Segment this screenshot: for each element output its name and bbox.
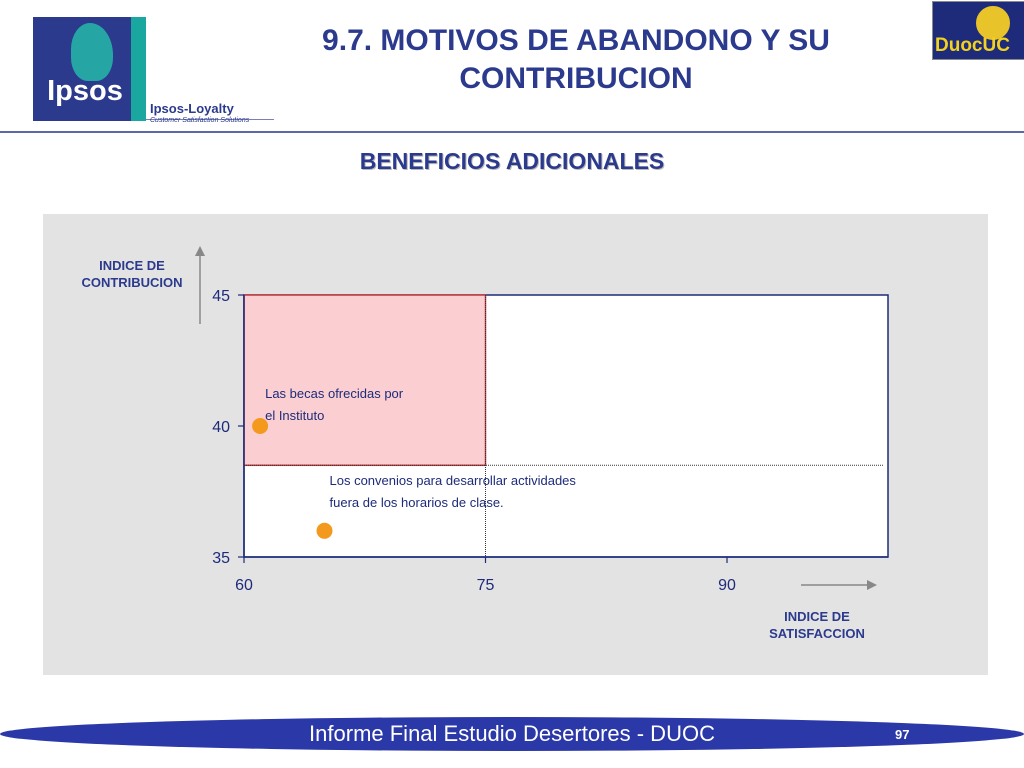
chart-subtitle: BENEFICIOS ADICIONALES [359,148,665,174]
footer-text: Informe Final Estudio Desertores - DUOC [309,721,715,746]
footer-band [0,717,1024,751]
scatter-chart: 35 40 45 60 75 90 INDICE DE CONTRIBUCION INDICE … [81,246,889,641]
duoc-logo: DuocUC [932,1,1024,60]
data-point [316,522,333,539]
x-tick-label: 90 [718,577,736,594]
y-tick-label: 45 [212,288,230,305]
chart-panel: 35 40 45 60 75 90 INDICE DE CONTRIBUCION INDICE … [43,214,988,675]
y-tick-label: 40 [212,419,230,436]
x-tick-label: 75 [477,577,495,594]
data-point [252,418,269,434]
page-title: 9.7. MOTIVOS DE ABANDONO Y SU CONTRIBUCI… [322,24,830,95]
highlight-quadrant [243,294,487,467]
x-axis-title: INDICE DE SATISFACCION [769,609,865,641]
header-divider [0,131,1024,133]
y-axis-arrow-head [195,246,205,256]
data-label: Las becas ofrecidas por el Instituto [265,386,404,423]
x-axis-arrow-head [867,580,877,590]
y-tick-label: 35 [212,550,230,567]
seal-icon [974,4,1012,42]
ipsos-tagline: Customer Satisfaction Solutions [150,117,250,124]
ipsos-loyalty-label: Ipsos-Loyalty [150,101,234,116]
page-number: 97 [895,727,910,742]
ipsos-logo: Ipsos [33,17,146,121]
logo-divider [146,119,274,120]
face-silhouette-icon [71,23,113,81]
logo-stripe [131,17,146,121]
y-axis-title: INDICE DE CONTRIBUCION [81,258,182,290]
duoc-logo-text: DuocUC [935,35,1010,56]
data-label: Los convenios para desarrollar actividad… [330,473,577,510]
x-tick-label: 60 [235,577,253,594]
ipsos-logo-text: Ipsos [47,75,123,107]
